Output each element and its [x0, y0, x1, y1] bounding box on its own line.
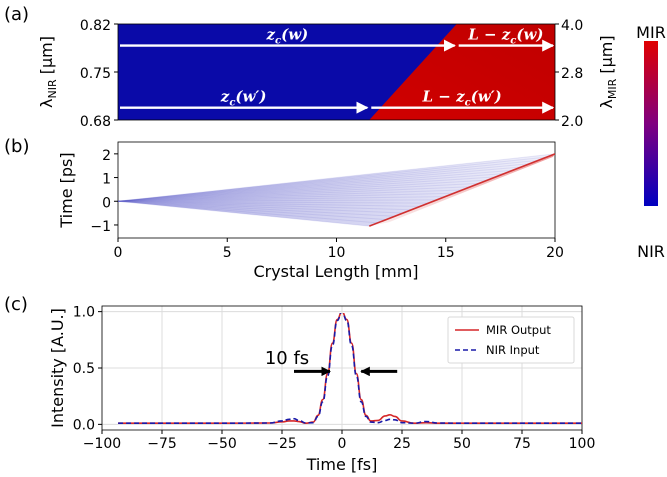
nir-ray: [117, 200, 387, 221]
panel-b-xtick-label: 0: [114, 245, 123, 261]
nir-ray: [117, 200, 429, 204]
colorbar-top-label: MIR: [636, 23, 666, 42]
nir-ray: [117, 186, 471, 202]
nir-ray: [117, 173, 505, 202]
panel-c-xtick-label: 25: [393, 436, 411, 452]
nir-ray: [117, 159, 539, 202]
panel-c-xtick-label: 0: [338, 436, 347, 452]
panel-b-ytick-label: 2: [102, 148, 111, 164]
nir-ray: [117, 192, 454, 202]
nir-ray: [117, 200, 412, 211]
panel-b-ytick-label: 1: [102, 172, 111, 188]
nir-ray: [117, 189, 463, 202]
colorbar-bottom-label: NIR: [637, 242, 665, 261]
colorbar-gradient: [644, 41, 658, 206]
panel-b-xtick-label: 5: [223, 245, 232, 261]
nir-ray: [117, 200, 378, 224]
panel-c-xtick-label: 100: [569, 436, 596, 452]
series-line-nir-input: [118, 313, 582, 425]
nir-ray: [117, 200, 420, 207]
annotation-label: zc(w′): [220, 88, 267, 109]
panel-b-xlabel: Crystal Length [mm]: [253, 262, 418, 281]
pulse-width-annotation: 10 fs: [265, 348, 309, 369]
nir-ray: [117, 169, 513, 202]
panel-b-ytick-label: −1: [90, 219, 111, 235]
nir-ray: [117, 153, 556, 202]
panel-c-xtick-label: 75: [513, 436, 531, 452]
mir-edge-line: [368, 153, 556, 227]
panel-c-xtick-label: −25: [267, 436, 297, 452]
panel-c-ytick-label: 0.5: [73, 361, 95, 377]
panel-c-xtick-label: 50: [453, 436, 471, 452]
nir-ray: [117, 179, 488, 202]
series-line-mir-output: [118, 313, 582, 425]
panel-c-line-chart: −100 −75 −50 −25 0 25 50 75 100 0.0 0.5 1.0 Time […: [48, 305, 595, 474]
panel-a-ytick-label: 0.82: [80, 18, 111, 34]
nir-ray: [117, 166, 522, 202]
panel-c-xtick-label: −50: [207, 436, 237, 452]
panel-label-a: (a): [4, 4, 29, 25]
panel-b-ylabel: Time [ps]: [57, 152, 76, 228]
annotation-label: L − zc(w): [467, 26, 543, 47]
nir-fan-area: [118, 153, 555, 227]
panel-a-y2tick-label: 4.0: [561, 18, 583, 34]
panel-a-y2tick-label: 2.8: [561, 66, 583, 82]
nir-ray: [117, 196, 446, 202]
nir-ray: [117, 156, 547, 202]
panel-c-xtick-label: −75: [147, 436, 177, 452]
panel-a-ytick-label: 0.68: [80, 114, 111, 130]
mir-region: [369, 24, 555, 120]
legend-label-mir-output: MIR Output: [486, 323, 551, 337]
panel-c-ylabel: Intensity [A.U.]: [48, 308, 67, 428]
panel-c-xtick-label: −100: [83, 436, 121, 452]
panel-c-xlabel: Time [fs]: [306, 455, 378, 474]
panel-a-heatmap: zc(w) L − zc(w) zc(w′) L − zc(w′) 0.68 0.75 0…: [37, 18, 619, 130]
nir-ray: [117, 163, 530, 202]
panel-a-ylabel: λNIR [μm]: [37, 36, 59, 108]
panel-c-ytick-label: 0.0: [73, 417, 95, 433]
panel-a-y2label: λMIR [μm]: [597, 35, 619, 108]
panel-b-ytick-label: 0: [102, 195, 111, 211]
panel-b-xtick-label: 15: [437, 245, 455, 261]
panel-a-ytick-label: 0.75: [80, 66, 111, 82]
nir-ray: [117, 199, 437, 202]
panel-b-xtick-label: 20: [546, 245, 564, 261]
annotation-label: zc(w): [265, 26, 308, 47]
panel-b-xtick-label: 10: [328, 245, 346, 261]
panel-label-b: (b): [4, 136, 29, 157]
nir-ray: [117, 182, 480, 202]
legend-label-nir-input: NIR Input: [486, 343, 540, 357]
panel-c-ytick-label: 1.0: [73, 305, 95, 321]
legend-box: [447, 316, 575, 364]
legend: MIR Output NIR Input: [447, 316, 575, 364]
nir-ray: [117, 200, 395, 217]
annotation-label: L − zc(w′): [422, 88, 502, 109]
nir-ray: [117, 176, 496, 202]
colorbar: MIR NIR: [636, 23, 666, 261]
nir-ray: [117, 200, 370, 227]
panel-label-c: (c): [4, 294, 28, 315]
nir-ray: [117, 200, 404, 214]
panel-a-y2tick-label: 2.0: [561, 114, 583, 130]
